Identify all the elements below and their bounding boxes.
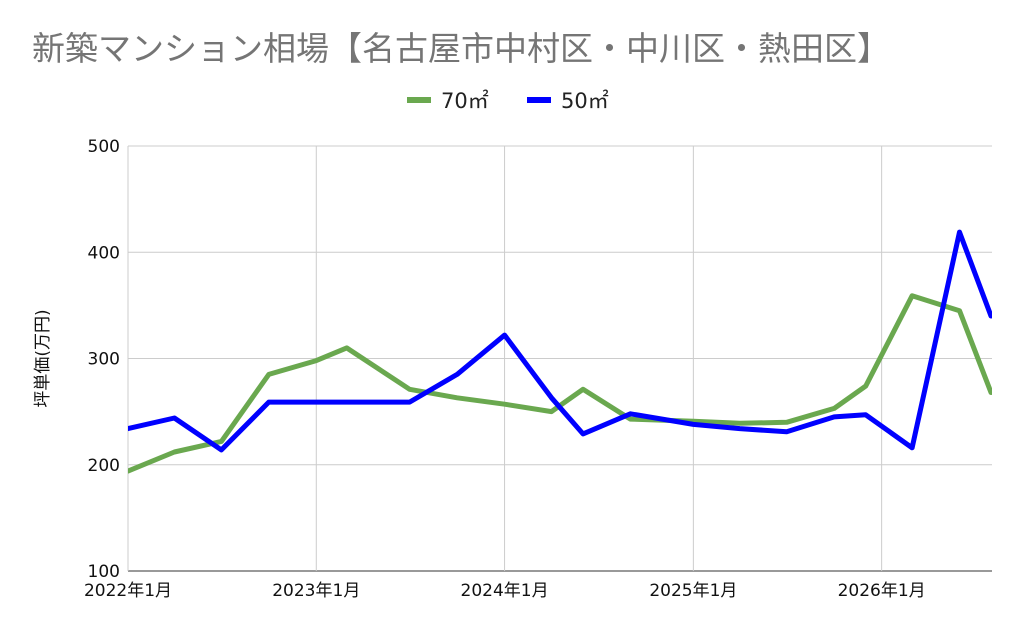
y-tick-label: 200 xyxy=(88,456,120,476)
legend-label-1: 50㎡ xyxy=(561,89,609,113)
y-tick-label: 100 xyxy=(88,562,120,582)
y-tick-label: 500 xyxy=(88,137,120,157)
y-tick-label: 400 xyxy=(88,243,120,263)
x-tick-label: 2026年1月 xyxy=(838,581,926,601)
x-tick-label: 2022年1月 xyxy=(84,581,172,601)
series-line-0 xyxy=(128,293,992,474)
x-tick-label: 2024年1月 xyxy=(461,581,549,601)
y-axis-title: 坪単価(万円) xyxy=(33,309,53,407)
chart-title: 新築マンション相場【名古屋市中村区・中川区・熱田区】 xyxy=(32,29,890,68)
x-tick-label: 2025年1月 xyxy=(649,581,737,601)
legend-label-0: 70㎡ xyxy=(441,89,489,113)
y-tick-label: 300 xyxy=(88,350,120,370)
series-line-1 xyxy=(128,229,992,453)
x-tick-label: 2023年1月 xyxy=(272,581,360,601)
